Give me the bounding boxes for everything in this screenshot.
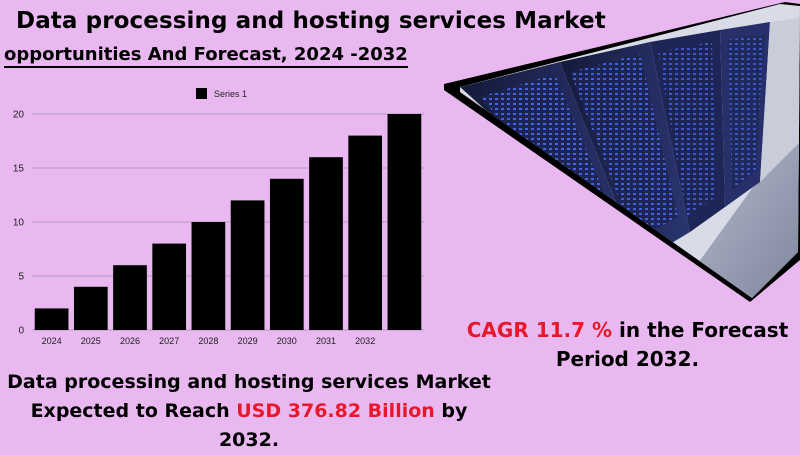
summary-line-2: Expected to Reach USD 376.82 Billion by …	[4, 397, 494, 455]
page-subtitle: opportunities And Forecast, 2024 -2032	[4, 44, 408, 68]
x-tick-label: 2031	[316, 336, 336, 346]
x-tick-label: 2032	[355, 336, 375, 346]
bar-2026	[113, 265, 147, 330]
bar-2024	[35, 308, 69, 330]
market-summary: Data processing and hosting services Mar…	[4, 368, 494, 455]
x-tick-label: 2029	[238, 336, 258, 346]
summary-line-1: Data processing and hosting services Mar…	[4, 368, 494, 397]
y-tick-label: 5	[18, 272, 24, 283]
x-tick-label: 2028	[198, 336, 218, 346]
market-value: USD 376.82 Billion	[236, 400, 435, 422]
x-tick-label: 2030	[277, 336, 297, 346]
cagr-line-2: Period 2032.	[455, 345, 800, 374]
cagr-rest: in the Forecast	[619, 318, 788, 342]
y-axis-ticks: 0 5 10 15 20	[13, 110, 25, 337]
y-tick-label: 0	[18, 326, 24, 337]
legend-label: Series 1	[214, 89, 247, 99]
y-tick-label: 20	[13, 110, 25, 121]
bar-2031	[309, 157, 343, 330]
x-tick-label: 2024	[42, 336, 62, 346]
server-room-photo	[440, 2, 800, 302]
x-tick-label: 2026	[120, 336, 140, 346]
chart-legend: Series 1	[196, 88, 247, 99]
cagr-line-1: CAGR 11.7 % in the Forecast	[455, 316, 800, 345]
cagr-label: CAGR	[467, 318, 529, 342]
bar-2029	[231, 200, 265, 330]
bar-chart: 0 5 10 15 20 2024 2025 2026 2027 2028 2029 2030 203…	[0, 76, 440, 356]
bar-2032	[348, 136, 382, 330]
cagr-callout: CAGR 11.7 % in the Forecast Period 2032.	[455, 316, 800, 374]
legend-swatch	[196, 88, 207, 99]
x-tick-label: 2027	[159, 336, 179, 346]
bar-unlabeled	[388, 114, 422, 330]
bar-2025	[74, 287, 108, 330]
bar-2028	[192, 222, 226, 330]
cagr-value: 11.7 %	[536, 318, 612, 342]
x-tick-label: 2025	[81, 336, 101, 346]
summary-prefix: Expected to Reach	[31, 400, 230, 422]
y-tick-label: 15	[13, 164, 25, 175]
bar-2027	[152, 244, 186, 330]
y-tick-label: 10	[13, 218, 25, 229]
bar-2030	[270, 179, 304, 330]
x-axis-ticks: 2024 2025 2026 2027 2028 2029 2030 2031 2032	[42, 336, 376, 346]
